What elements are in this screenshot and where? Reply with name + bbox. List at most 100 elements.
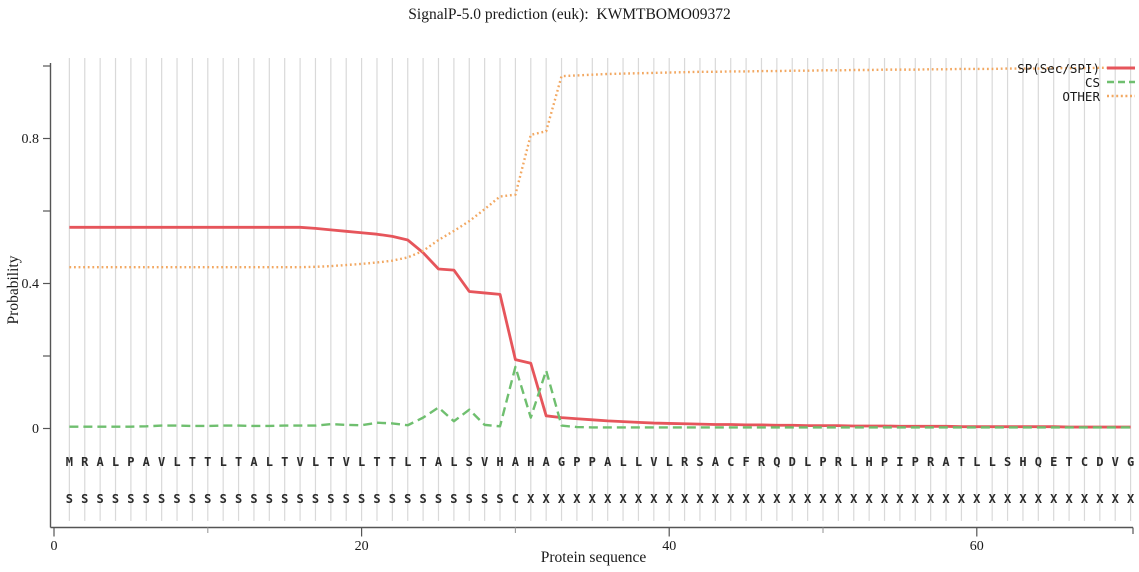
y-axis-label: Probability	[5, 255, 22, 325]
sequence-letter: V	[158, 455, 165, 469]
marker-letter: X	[527, 492, 535, 506]
sequence-letter: A	[97, 455, 105, 469]
legend-item-sp-sec-spi: SP(Sec/SPI)	[1017, 61, 1136, 76]
sequence-letter: R	[927, 455, 935, 469]
gridlines	[68, 58, 1132, 521]
sequence-letter: A	[942, 455, 950, 469]
marker-letter: X	[1035, 492, 1043, 506]
sequence-letter: F	[742, 455, 749, 469]
marker-letter: X	[635, 492, 643, 506]
sequence-letter: M	[66, 455, 73, 469]
sequence-letter: L	[173, 455, 180, 469]
marker-letter: X	[666, 492, 674, 506]
sequence-letter: T	[235, 455, 242, 469]
sequence-letter: C	[727, 455, 734, 469]
sequence-letter: T	[389, 455, 396, 469]
axes: 0 0.4 0.8 0 20 40 60	[22, 63, 1134, 554]
marker-letter: X	[681, 492, 689, 506]
sequence-letter: R	[758, 455, 766, 469]
marker-letter: S	[81, 492, 88, 506]
marker-letter: X	[1112, 492, 1120, 506]
marker-letter: X	[650, 492, 658, 506]
marker-letter: S	[127, 492, 134, 506]
marker-letter: S	[235, 492, 242, 506]
sequence-letter: A	[712, 455, 720, 469]
sequence-letter: I	[896, 455, 903, 469]
marker-letter: X	[558, 492, 566, 506]
sequence-letter: A	[604, 455, 612, 469]
y-tick-label: 0.4	[22, 277, 40, 292]
sequence-letter: T	[281, 455, 288, 469]
marker-letter: X	[742, 492, 750, 506]
marker-letter: X	[835, 492, 843, 506]
sequence-letter: L	[312, 455, 319, 469]
marker-letter: S	[266, 492, 273, 506]
sequence-letter: P	[589, 455, 596, 469]
sequence-letter: R	[81, 455, 89, 469]
sequence-letter: T	[204, 455, 211, 469]
sequence-letter: D	[1096, 455, 1103, 469]
marker-letter: X	[881, 492, 889, 506]
legend-item-cs: CS	[1017, 74, 1136, 90]
marker-letter: X	[958, 492, 966, 506]
sequence-letter: L	[112, 455, 119, 469]
marker-letter: S	[466, 492, 473, 506]
marker-letter: S	[373, 492, 380, 506]
marker-letter: X	[543, 492, 551, 506]
sequence-letter: H	[527, 455, 534, 469]
legend-item-other: OTHER	[1017, 88, 1136, 104]
marker-letter: S	[296, 492, 303, 506]
marker-letter: X	[604, 492, 612, 506]
sequence-letter: A	[143, 455, 151, 469]
x-tick-label: 60	[970, 539, 984, 554]
sequence-letter: T	[373, 455, 380, 469]
sequence-letter: L	[989, 455, 996, 469]
series-line-other	[69, 66, 1131, 269]
marker-letter: S	[189, 492, 196, 506]
legend-line-sample-sp	[1107, 66, 1135, 70]
sequence-letter: L	[404, 455, 411, 469]
marker-letter: X	[989, 492, 997, 506]
sequence-letter: C	[1081, 455, 1088, 469]
sequence-letter: H	[496, 455, 503, 469]
sequence-letter: T	[420, 455, 427, 469]
sequence-letter: L	[619, 455, 626, 469]
x-axis-label: Protein sequence	[540, 549, 647, 566]
chart-title: SignalP-5.0 prediction (euk): KWMTBOMO09…	[408, 6, 731, 23]
series-line-cs	[69, 365, 1131, 429]
marker-letter: S	[220, 492, 227, 506]
marker-letter: S	[404, 492, 411, 506]
marker-letter: S	[312, 492, 319, 506]
marker-letter: X	[1050, 492, 1058, 506]
marker-letter: X	[927, 492, 935, 506]
marker-letter: S	[420, 492, 427, 506]
marker-letter: X	[573, 492, 581, 506]
x-tick-label: 40	[662, 539, 676, 554]
legend-line-sample-other	[1107, 94, 1135, 98]
sequence-letter: Q	[1035, 455, 1042, 469]
marker-letter: X	[1127, 492, 1135, 506]
sequence-letter: A	[512, 455, 520, 469]
marker-letter: S	[66, 492, 73, 506]
sequence-letter: V	[650, 455, 657, 469]
y-tick-label: 0.8	[22, 132, 40, 147]
marker-letter: X	[804, 492, 812, 506]
legend-label-other: OTHER	[1062, 88, 1100, 104]
marker-letter: S	[173, 492, 180, 506]
sequence-letter: P	[819, 455, 826, 469]
sequence-letter: P	[912, 455, 919, 469]
sequence-letter: L	[973, 455, 980, 469]
sequence-letter: Q	[773, 455, 780, 469]
sequence-letter: R	[835, 455, 843, 469]
sequence-letter: L	[666, 455, 673, 469]
sequence-letter: L	[266, 455, 273, 469]
sequence-letter: L	[635, 455, 642, 469]
marker-letter: X	[1096, 492, 1104, 506]
sequence-letter: P	[881, 455, 888, 469]
sequence-letter: D	[789, 455, 796, 469]
marker-letter: X	[1065, 492, 1073, 506]
legend-label-cs: CS	[1084, 74, 1100, 90]
marker-letter: X	[696, 492, 704, 506]
